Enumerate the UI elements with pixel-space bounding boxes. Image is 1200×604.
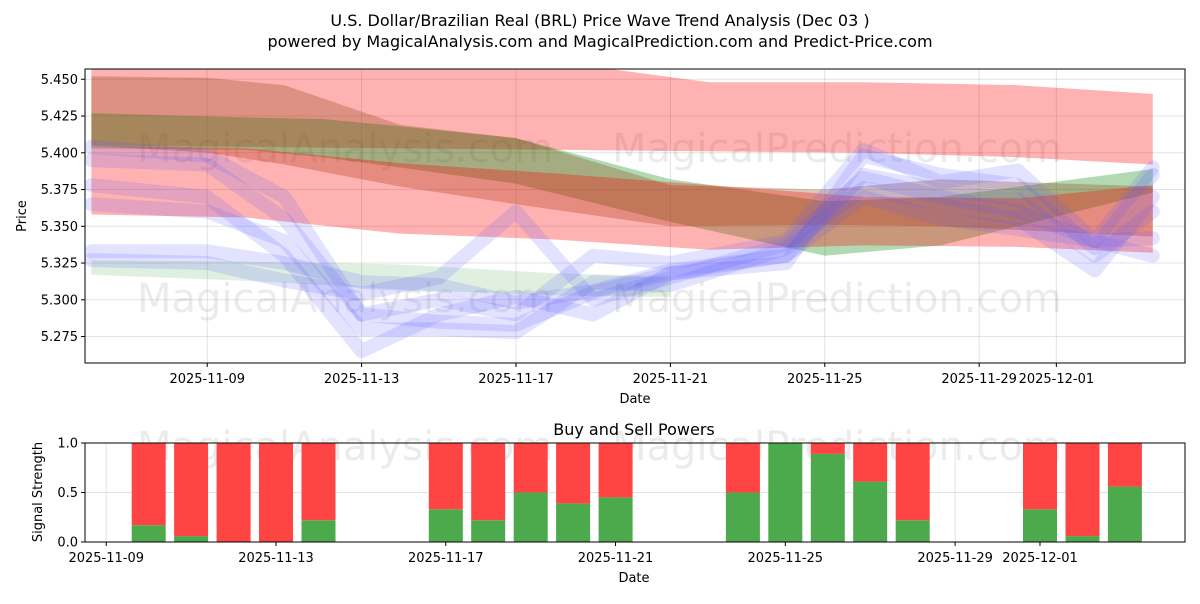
buy-bar — [725, 492, 760, 542]
signal-x-tick-label: 2025-11-21 — [578, 551, 654, 566]
sell-bar — [725, 443, 760, 493]
buy-bar — [556, 503, 591, 542]
figure-title-line2: powered by MagicalAnalysis.com and Magic… — [267, 32, 932, 51]
sell-bar — [895, 443, 930, 521]
sell-bar — [1107, 443, 1142, 487]
signal-x-tick-label: 2025-11-09 — [68, 551, 144, 566]
buy-bar — [768, 443, 803, 542]
price-y-tick-label: 5.400 — [41, 146, 78, 161]
signal-x-tick-label: 2025-11-13 — [238, 551, 314, 566]
price-x-tick-label: 2025-11-17 — [478, 372, 554, 387]
signal-chart: Buy and Sell Powers MagicalAnalysis.com … — [31, 420, 1186, 586]
signal-x-ticks: 2025-11-09 2025-11-13 2025-11-17 2025-11-21… — [68, 542, 1078, 566]
price-y-axis-label: Price — [15, 200, 30, 232]
price-plot-area — [85, 69, 1185, 363]
price-x-ticks: 2025-11-09 2025-11-13 2025-11-17 2025-11-21… — [169, 363, 1094, 387]
price-plot-frame — [84, 68, 1186, 364]
price-grid — [85, 69, 1185, 363]
price-x-tick-label: 2025-11-09 — [169, 372, 245, 387]
buy-bar — [1065, 536, 1100, 542]
price-y-tick-label: 5.300 — [41, 293, 78, 308]
watermark-prediction-bottom: MagicalPrediction.com — [612, 276, 1062, 322]
sell-bar — [131, 443, 166, 526]
price-y-ticks: 5.275 5.300 5.325 5.350 5.375 5.400 5.425 5.450 — [41, 73, 85, 345]
price-y-tick-label: 5.325 — [41, 257, 78, 272]
signal-y-tick-label: 0.0 — [57, 536, 78, 551]
price-y-tick-label: 5.275 — [41, 330, 78, 345]
buy-bar — [174, 536, 209, 542]
price-watermarks: MagicalAnalysis.com MagicalPrediction.co… — [137, 126, 1062, 322]
price-y-tick-label: 5.425 — [41, 110, 78, 125]
price-y-tick-label: 5.450 — [41, 73, 78, 88]
signal-x-tick-label: 2025-11-17 — [408, 551, 484, 566]
wave-line-1 — [85, 148, 1160, 332]
band-red-upper — [91, 69, 1153, 165]
sell-bar — [301, 443, 336, 521]
signal-chart-title: Buy and Sell Powers — [553, 420, 715, 439]
price-y-tick-label: 5.350 — [41, 220, 78, 235]
buy-bar — [1023, 509, 1057, 542]
watermark-prediction-top: MagicalPrediction.com — [612, 126, 1062, 172]
sell-bar — [1065, 443, 1100, 537]
band-green-lower — [91, 260, 671, 297]
wave-line-2 — [85, 167, 1160, 359]
sell-bar — [853, 443, 888, 482]
buy-bar — [598, 497, 633, 542]
signal-x-tick-label: 2025-12-01 — [1002, 551, 1078, 566]
watermark-analysis-bottom: MagicalAnalysis.com — [137, 276, 553, 322]
price-x-axis-label: Date — [619, 392, 650, 407]
wave-line-5 — [85, 170, 1160, 307]
signal-x-tick-label: 2025-11-25 — [748, 551, 824, 566]
signal-x-tick-label: 2025-11-29 — [917, 551, 993, 566]
buy-bar — [1107, 486, 1142, 542]
buy-bar — [301, 520, 336, 542]
sell-bar — [598, 443, 633, 498]
buy-bar — [131, 525, 166, 542]
signal-y-tick-label: 1.0 — [57, 437, 78, 452]
watermark-analysis-top: MagicalAnalysis.com — [137, 126, 553, 172]
signal-y-tick-label: 0.5 — [57, 486, 78, 501]
price-x-tick-label: 2025-11-25 — [787, 372, 863, 387]
signal-x-axis-label: Date — [618, 571, 649, 586]
buy-bar — [513, 492, 548, 542]
sell-bar — [513, 443, 548, 493]
sell-bar — [556, 443, 591, 504]
wave-line-6 — [85, 139, 1160, 322]
buy-bar — [895, 520, 930, 542]
sell-bar — [259, 443, 293, 542]
signal-y-ticks: 0.0 0.5 1.0 — [57, 437, 85, 551]
sell-bar — [428, 443, 463, 510]
band-green-upper — [91, 113, 1153, 256]
price-x-tick-label: 2025-12-01 — [1019, 372, 1095, 387]
buy-bar — [428, 509, 463, 542]
band-brown-upper — [91, 76, 1153, 237]
price-wave-lines — [85, 139, 1160, 359]
signal-y-axis-label: Signal Strength — [31, 442, 46, 542]
price-x-tick-label: 2025-11-29 — [941, 372, 1017, 387]
price-bands — [91, 69, 1153, 297]
sell-bar — [1023, 443, 1057, 510]
buy-bar — [471, 520, 506, 542]
buy-bar — [853, 481, 888, 542]
signal-bars — [131, 443, 1142, 542]
sell-bar — [810, 443, 845, 454]
sell-bar — [471, 443, 506, 521]
price-x-tick-label: 2025-11-13 — [324, 372, 400, 387]
sell-bar — [216, 443, 251, 542]
wave-line-4 — [85, 189, 1160, 310]
figure-title-line1: U.S. Dollar/Brazilian Real (BRL) Price W… — [330, 11, 869, 30]
wave-line-3 — [85, 181, 1160, 340]
sell-bar — [174, 443, 209, 537]
price-x-tick-label: 2025-11-21 — [633, 372, 709, 387]
band-red-lower — [91, 145, 1153, 253]
price-chart: MagicalAnalysis.com MagicalPrediction.co… — [15, 68, 1186, 407]
price-y-tick-label: 5.375 — [41, 183, 78, 198]
buy-bar — [810, 453, 845, 542]
